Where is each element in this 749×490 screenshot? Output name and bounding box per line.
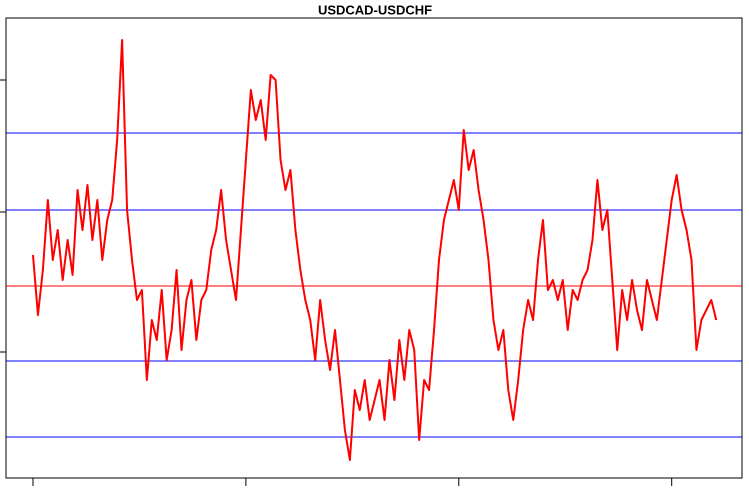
chart-title: USDCAD-USDCHF xyxy=(318,2,432,17)
plot-frame xyxy=(5,17,743,479)
data-line xyxy=(31,39,718,461)
